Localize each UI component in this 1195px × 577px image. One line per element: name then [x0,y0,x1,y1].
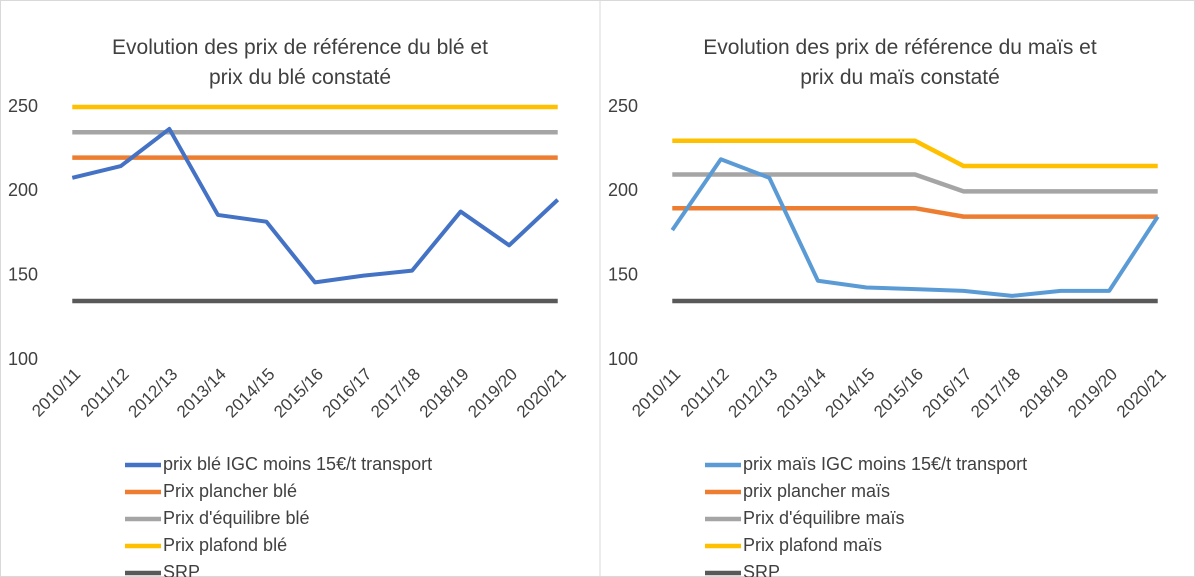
y-tick-label: 150 [8,264,38,284]
y-tick-label: 100 [608,349,638,369]
y-tick-label: 250 [608,96,638,116]
y-tick-label: 200 [608,180,638,200]
legend-label: Prix d'équilibre blé [163,508,310,528]
chart-title: Evolution des prix de référence du blé e… [112,36,488,89]
legend-label: SRP [163,562,200,577]
series-line [71,126,560,285]
series-line [670,157,1160,298]
series-line [672,205,1158,219]
legend-label: Prix plancher blé [163,481,297,501]
legend-label: prix plancher maïs [743,481,890,501]
y-tick-label: 100 [8,349,38,369]
series-line [672,172,1158,194]
y-tick-label: 200 [8,180,38,200]
chart-title: Evolution des prix de référence du maïs … [703,36,1097,89]
y-tick-label: 250 [8,96,38,116]
legend-label: Prix plafond maïs [743,535,882,555]
legend-label: prix maïs IGC moins 15€/t transport [743,454,1027,474]
legend-label: prix blé IGC moins 15€/t transport [163,454,432,474]
legend-label: Prix d'équilibre maïs [743,508,905,528]
y-tick-label: 150 [608,264,638,284]
legend-label: SRP [743,562,780,577]
legend-label: Prix plafond blé [163,535,287,555]
series-line [672,138,1158,169]
